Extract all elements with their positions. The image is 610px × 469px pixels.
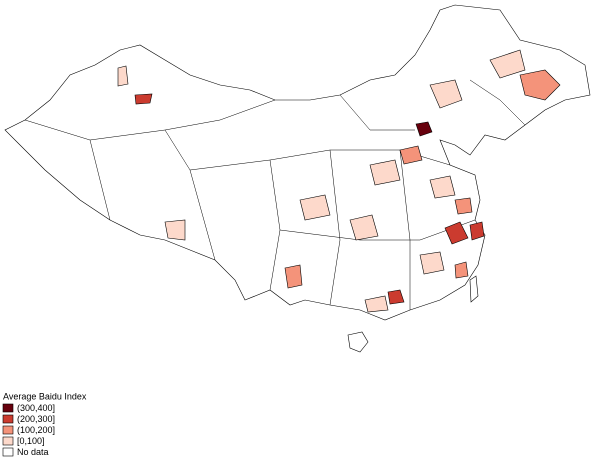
legend-swatch [2, 436, 14, 446]
region [364, 295, 389, 313]
boundary [469, 79, 526, 126]
legend: Average Baidu Index (300,400](200,300](1… [2, 391, 87, 457]
region [429, 79, 463, 109]
region [454, 261, 469, 279]
region [117, 65, 129, 87]
legend-label: (100,200] [17, 425, 55, 435]
boundary [329, 149, 341, 306]
legend-label: No data [17, 447, 49, 457]
region [164, 219, 186, 241]
legend-swatch [2, 403, 14, 413]
region [419, 251, 445, 275]
region [429, 175, 456, 199]
region [349, 214, 379, 241]
legend-swatch [2, 447, 14, 457]
region [469, 221, 485, 241]
legend-swatch [2, 414, 14, 424]
island [347, 331, 369, 353]
boundary [89, 139, 111, 221]
legend-swatch [2, 425, 14, 435]
region [387, 289, 405, 305]
legend-label: [0,100] [17, 436, 45, 446]
region [134, 93, 153, 105]
region [369, 159, 401, 186]
region [399, 145, 423, 165]
boundary [399, 149, 411, 310]
region [519, 69, 561, 101]
region [415, 121, 433, 137]
legend-title: Average Baidu Index [3, 391, 87, 401]
region [444, 221, 469, 245]
legend-label: (300,400] [17, 403, 55, 413]
region [299, 194, 331, 221]
region [454, 197, 473, 215]
region [284, 264, 303, 289]
boundary [339, 94, 415, 131]
legend-label: (200,300] [17, 414, 55, 424]
region [489, 49, 526, 79]
shaded-regions [117, 49, 561, 313]
island [469, 275, 479, 303]
